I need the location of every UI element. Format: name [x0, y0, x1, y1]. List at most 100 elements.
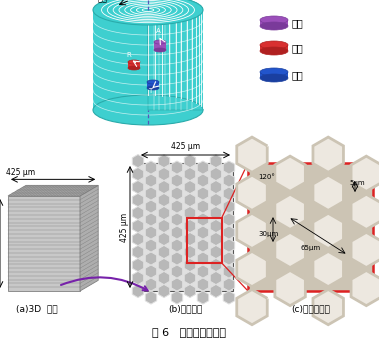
Polygon shape — [184, 233, 196, 246]
Polygon shape — [275, 233, 305, 267]
Polygon shape — [210, 155, 222, 168]
Polygon shape — [351, 156, 379, 191]
Polygon shape — [93, 10, 203, 110]
Ellipse shape — [147, 86, 159, 90]
Polygon shape — [158, 233, 170, 246]
Polygon shape — [260, 72, 288, 78]
Polygon shape — [237, 213, 267, 248]
Polygon shape — [275, 194, 305, 229]
Polygon shape — [223, 161, 235, 174]
Polygon shape — [197, 278, 209, 291]
Text: T: T — [148, 88, 152, 94]
Polygon shape — [237, 290, 267, 325]
Polygon shape — [223, 291, 235, 304]
Polygon shape — [197, 239, 209, 252]
Polygon shape — [132, 271, 144, 285]
Ellipse shape — [128, 60, 140, 64]
Polygon shape — [223, 213, 235, 226]
Polygon shape — [145, 291, 157, 304]
Polygon shape — [223, 252, 235, 265]
Polygon shape — [184, 193, 196, 207]
Polygon shape — [80, 185, 98, 291]
Polygon shape — [145, 161, 157, 174]
Polygon shape — [351, 194, 379, 229]
Bar — [138, 163, 233, 291]
Polygon shape — [197, 226, 209, 239]
Text: 425 μm: 425 μm — [120, 212, 129, 242]
Text: A: A — [156, 28, 161, 34]
Polygon shape — [132, 284, 144, 298]
Polygon shape — [184, 207, 196, 220]
Polygon shape — [351, 233, 379, 267]
Polygon shape — [145, 200, 157, 213]
Polygon shape — [8, 185, 98, 196]
Ellipse shape — [260, 16, 288, 24]
Polygon shape — [184, 284, 196, 298]
Ellipse shape — [260, 22, 288, 30]
Polygon shape — [184, 167, 196, 181]
Polygon shape — [158, 155, 170, 168]
Polygon shape — [197, 213, 209, 226]
Polygon shape — [210, 258, 222, 272]
Polygon shape — [145, 174, 157, 187]
Polygon shape — [223, 265, 235, 278]
Text: 425 μm: 425 μm — [171, 142, 200, 151]
Polygon shape — [171, 291, 183, 304]
Polygon shape — [184, 155, 196, 168]
Polygon shape — [313, 290, 343, 325]
Polygon shape — [313, 213, 343, 248]
Ellipse shape — [154, 40, 166, 44]
Polygon shape — [171, 226, 183, 239]
Text: 切向: 切向 — [292, 70, 304, 80]
Polygon shape — [158, 284, 170, 298]
Polygon shape — [210, 167, 222, 181]
Text: 30μm: 30μm — [258, 231, 278, 237]
Text: (a)3D  模型: (a)3D 模型 — [16, 304, 58, 313]
Polygon shape — [132, 207, 144, 220]
Polygon shape — [210, 193, 222, 207]
Polygon shape — [210, 284, 222, 298]
Polygon shape — [147, 82, 159, 88]
Polygon shape — [210, 219, 222, 233]
Polygon shape — [148, 0, 203, 110]
Polygon shape — [223, 200, 235, 213]
Text: 径向: 径向 — [292, 43, 304, 53]
Polygon shape — [197, 200, 209, 213]
Text: 轴向: 轴向 — [292, 18, 304, 28]
Polygon shape — [132, 233, 144, 246]
Ellipse shape — [154, 48, 166, 52]
Polygon shape — [184, 181, 196, 194]
Polygon shape — [132, 167, 144, 181]
Polygon shape — [313, 175, 343, 210]
Polygon shape — [223, 187, 235, 200]
Polygon shape — [171, 187, 183, 200]
Polygon shape — [210, 233, 222, 246]
Polygon shape — [197, 174, 209, 187]
Polygon shape — [223, 226, 235, 239]
Polygon shape — [132, 258, 144, 272]
Polygon shape — [132, 155, 144, 168]
Polygon shape — [210, 181, 222, 194]
Polygon shape — [171, 278, 183, 291]
Polygon shape — [237, 137, 267, 172]
Ellipse shape — [260, 41, 288, 49]
Polygon shape — [158, 219, 170, 233]
Polygon shape — [313, 137, 343, 172]
Polygon shape — [158, 193, 170, 207]
Polygon shape — [158, 271, 170, 285]
Polygon shape — [210, 207, 222, 220]
Polygon shape — [351, 271, 379, 306]
Polygon shape — [132, 181, 144, 194]
Polygon shape — [8, 196, 80, 291]
Polygon shape — [184, 271, 196, 285]
Polygon shape — [145, 226, 157, 239]
Polygon shape — [145, 239, 157, 252]
Polygon shape — [132, 193, 144, 207]
Polygon shape — [171, 252, 183, 265]
Polygon shape — [158, 181, 170, 194]
Polygon shape — [145, 278, 157, 291]
Polygon shape — [210, 271, 222, 285]
Polygon shape — [223, 278, 235, 291]
Polygon shape — [158, 245, 170, 258]
Polygon shape — [171, 213, 183, 226]
